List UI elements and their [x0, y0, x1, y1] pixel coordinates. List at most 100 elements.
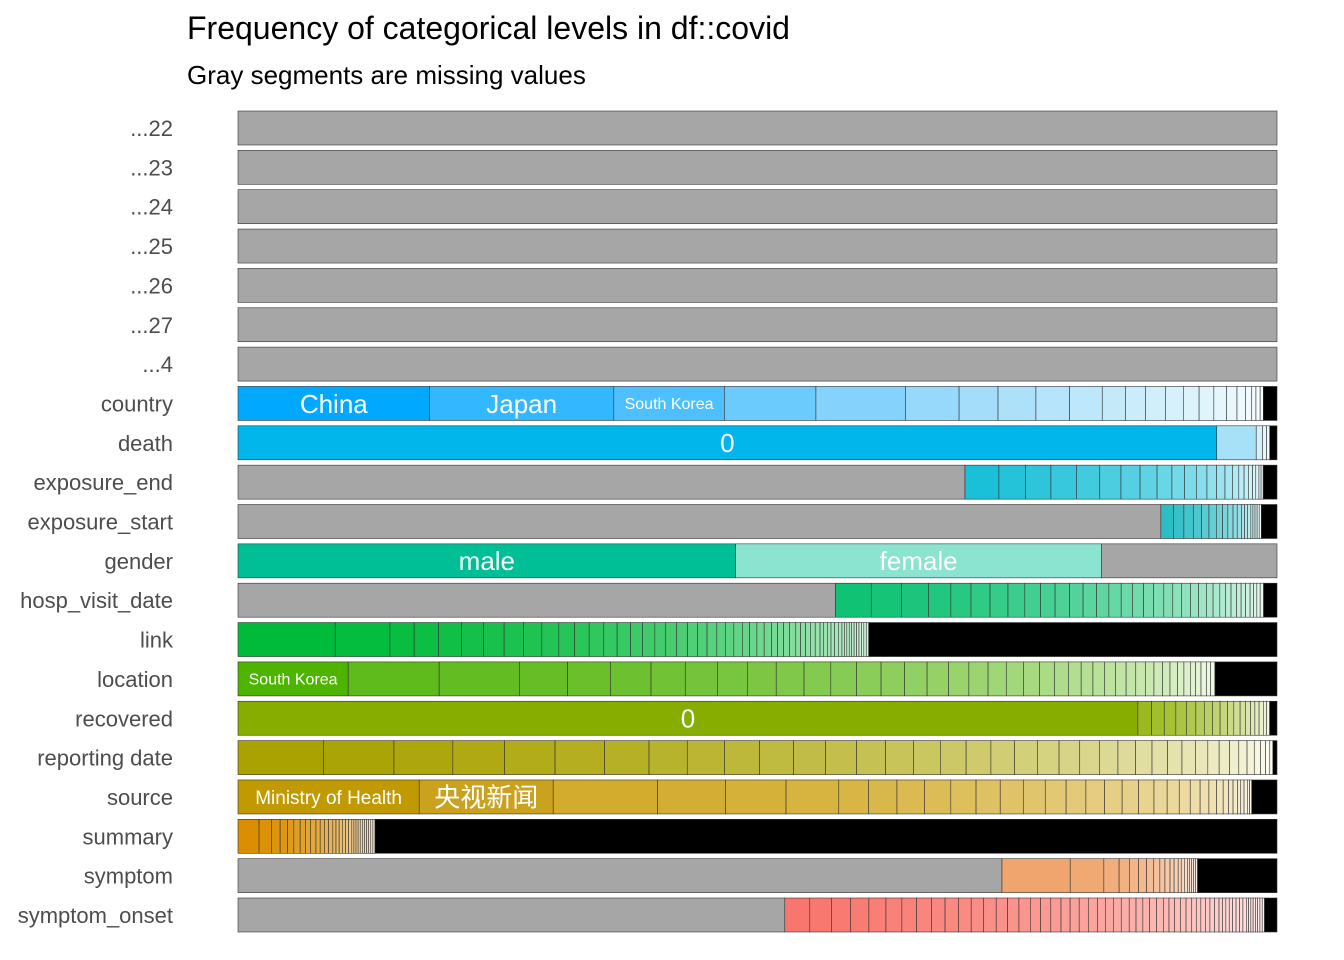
bar-segment [1023, 661, 1040, 697]
bar-segment [1039, 661, 1055, 697]
bar-segment [858, 622, 862, 657]
bar-segment [1178, 779, 1191, 815]
bar-segment [1230, 582, 1237, 618]
bar-segment [838, 622, 843, 657]
bar-segment [1014, 740, 1038, 775]
bar-segment [1245, 700, 1251, 736]
bar-segment [1239, 897, 1244, 933]
bar-segment [1146, 858, 1155, 893]
bar-segment [1175, 700, 1187, 736]
row-label: country [101, 391, 173, 416]
bar-segment [1050, 897, 1062, 933]
bar-segment [1259, 386, 1264, 421]
bar-segment [237, 779, 420, 815]
bar-segment [1168, 897, 1175, 933]
bar-segment [724, 740, 760, 775]
bar-segment [1054, 661, 1069, 697]
bar-segment [905, 386, 960, 421]
bar-segment [1105, 897, 1114, 933]
bar-segment [1206, 661, 1211, 697]
row-label: death [118, 431, 173, 456]
bar-segment [1060, 897, 1071, 933]
bar-segment [1243, 464, 1249, 500]
bar-row-5: ...27 [130, 307, 1278, 343]
bar-segment [1237, 779, 1242, 815]
bar-segment [1252, 504, 1256, 539]
bar-segment [1258, 464, 1262, 500]
bar-row-4: ...26 [130, 268, 1278, 303]
bar-segment [838, 779, 869, 815]
bar-segment [856, 622, 860, 657]
bar-segment [1171, 464, 1185, 500]
bar-segment [1225, 897, 1230, 933]
bar-segment [1183, 504, 1194, 539]
bar-segment [237, 622, 336, 657]
bar-segment [315, 818, 321, 854]
bar-row-17: source Ministry of Health 央视新闻 [107, 779, 1278, 815]
bar-segment [438, 661, 520, 697]
bar-segment [924, 779, 952, 815]
bar-segment [1166, 779, 1180, 815]
bar-segment [989, 582, 1009, 618]
bar-segment [1190, 661, 1196, 697]
bar-segment [964, 464, 1000, 500]
bar-segment [461, 622, 484, 657]
bar-segment [856, 740, 886, 775]
bar-segment [1200, 897, 1206, 933]
bar-row-11: gender male female [104, 543, 1278, 579]
bar-segment [1145, 661, 1155, 697]
bar-segment [1138, 858, 1147, 893]
row-label: ...22 [130, 116, 173, 141]
bar-segment [1101, 386, 1126, 421]
bar-segment [716, 622, 726, 657]
bar-segment [958, 386, 999, 421]
row-label: symptom [84, 864, 173, 889]
bar-segment [865, 622, 869, 657]
bar-segment [413, 622, 439, 657]
bar-segment [642, 622, 656, 657]
bar-segment [237, 818, 260, 854]
bar-segment [1174, 897, 1181, 933]
segment-label: 0 [681, 704, 695, 734]
bar-segment [1260, 464, 1264, 500]
bar-segment [237, 897, 786, 933]
bar-segment [650, 661, 686, 697]
bar-segment [1195, 858, 1198, 893]
bar-segment [610, 661, 652, 697]
row-label: ...26 [130, 273, 173, 298]
bar-segment [687, 622, 698, 657]
bar-segment [1163, 700, 1177, 736]
bar-segment [323, 740, 395, 775]
bar-segment [1037, 740, 1060, 775]
bar-segment [885, 897, 903, 933]
bar-segment [345, 818, 349, 854]
bar-segment [310, 818, 317, 854]
row-label: ...4 [142, 352, 173, 377]
bar-segment [958, 897, 972, 933]
bar-segment [1069, 386, 1103, 421]
bar-segment [926, 661, 949, 697]
bar-segment [366, 818, 369, 854]
bar-segment [785, 779, 840, 815]
bar-segment [1153, 661, 1163, 697]
bar-segment [1195, 897, 1202, 933]
bar-segment [630, 622, 643, 657]
bar-segment [1185, 897, 1193, 933]
bar-segment [814, 622, 821, 657]
bar-row-13: link [140, 622, 1278, 657]
bar-segment [1242, 897, 1247, 933]
bar-segment [616, 622, 631, 657]
bar-segment [735, 543, 1102, 579]
bar-segment [913, 740, 941, 775]
bar-segment [1197, 858, 1278, 893]
bar-segment [853, 622, 857, 657]
bar-segment [1186, 700, 1197, 736]
bar-segment [1191, 897, 1197, 933]
bar-segment [1104, 779, 1123, 815]
bar-segment [1135, 897, 1144, 933]
bar-segment [1181, 582, 1191, 618]
bar-segment [885, 740, 914, 775]
bar-segment [1232, 897, 1237, 933]
bar-segment [1025, 464, 1052, 500]
segment-label: China [300, 389, 368, 419]
